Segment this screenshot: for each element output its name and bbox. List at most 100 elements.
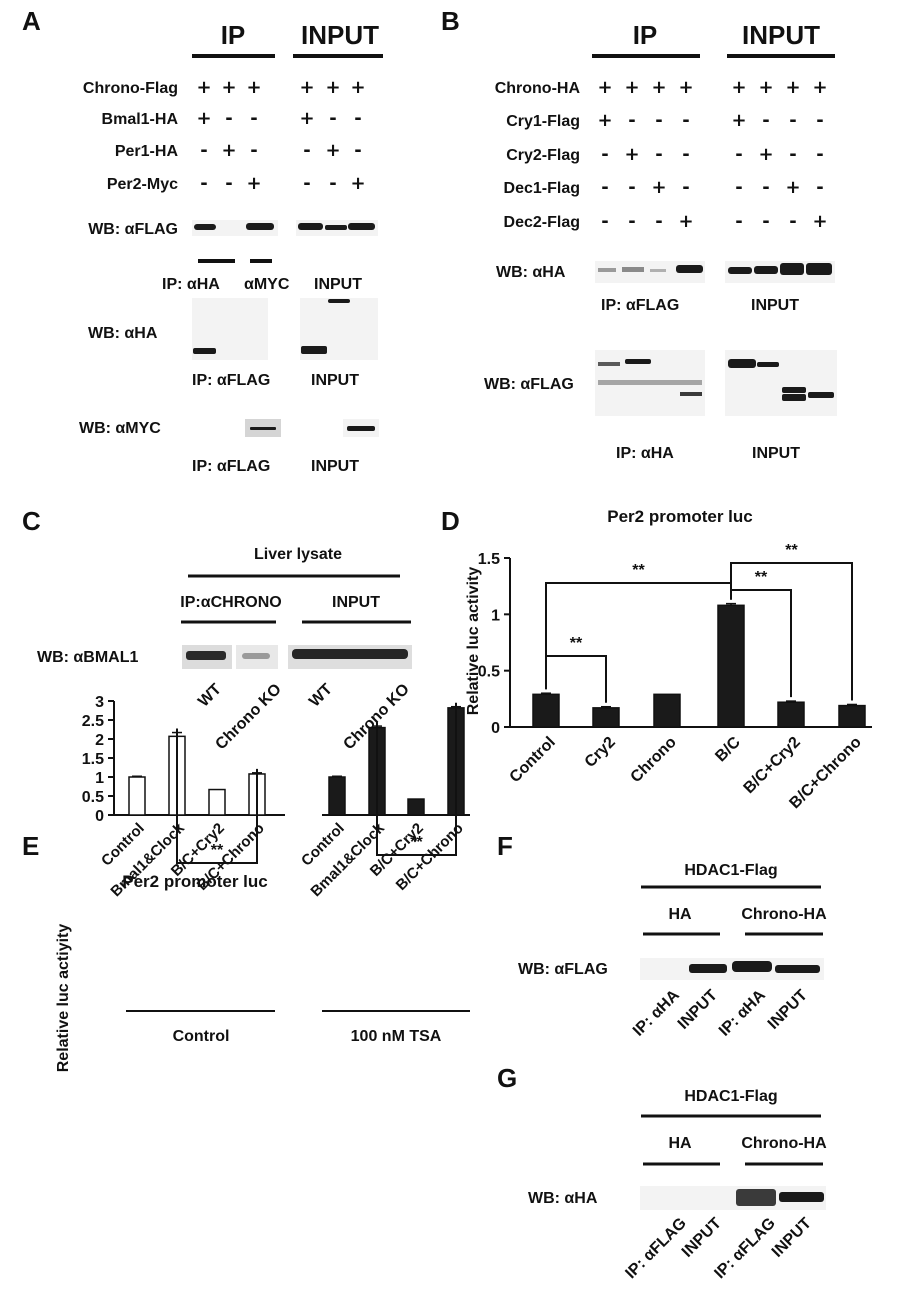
blot-band (732, 961, 772, 972)
bar (407, 798, 425, 816)
minus-mark: - (200, 140, 207, 161)
plus-mark: + (597, 77, 612, 98)
x-tick-label: Control (507, 734, 559, 786)
panel-f-blot (640, 958, 824, 980)
panel-a-ip-header: IP (221, 20, 246, 50)
plus-mark: + (196, 108, 211, 129)
blot-band (194, 224, 216, 230)
blot-band (242, 653, 270, 659)
minus-mark: - (354, 140, 361, 161)
blot-band (757, 362, 779, 367)
blot-band (298, 223, 323, 230)
minus-mark: - (225, 173, 232, 194)
plus-mark: + (731, 77, 746, 98)
minus-mark: - (816, 110, 823, 131)
blot-band (598, 380, 702, 385)
plus-mark: + (325, 77, 340, 98)
bar (532, 693, 560, 728)
panel-a-ip-ha-label: IP: αHA (162, 276, 220, 293)
condition-label: Chrono-Flag (83, 80, 178, 97)
minus-mark: - (601, 144, 608, 165)
minus-mark: - (329, 173, 336, 194)
minus-mark: - (655, 144, 662, 165)
panel-b-condition-rows: Chrono-HA + + + + + + + +Cry1-Flag + - - - + - - -Cry2-F… (495, 77, 828, 232)
panel-g-group1: HA (668, 1135, 692, 1152)
condition-label: Per2-Myc (107, 176, 178, 193)
panel-g-letter: G (497, 1063, 517, 1093)
panel-a-letter: A (22, 6, 41, 36)
blot-band (689, 964, 727, 973)
minus-mark: - (789, 211, 796, 232)
panel-a-input-header: INPUT (301, 20, 379, 50)
panel-a-input1-label: INPUT (314, 276, 362, 293)
plus-mark: + (678, 211, 693, 232)
significance-label: ** (632, 562, 645, 579)
bar (128, 776, 146, 816)
minus-mark: - (200, 173, 207, 194)
minus-mark: - (682, 177, 689, 198)
blot-band (806, 263, 832, 275)
plus-mark: + (651, 177, 666, 198)
minus-mark: - (628, 211, 635, 232)
x-tick-label: Chrono (628, 734, 680, 786)
minus-mark: - (762, 110, 769, 131)
condition-label: Cry2-Flag (506, 147, 580, 164)
y-tick-label: 2 (95, 732, 104, 749)
minus-mark: - (816, 144, 823, 165)
panel-b-ip-header: IP (633, 20, 658, 50)
panel-b-input-header: INPUT (742, 20, 820, 50)
y-tick-label: 3 (95, 694, 104, 711)
plus-mark: + (350, 173, 365, 194)
panel-b-input2-label: INPUT (752, 445, 800, 462)
plus-mark: + (246, 77, 261, 98)
blot-band (598, 362, 620, 366)
y-tick-label: 2.5 (82, 713, 104, 730)
minus-mark: - (735, 144, 742, 165)
minus-mark: - (816, 177, 823, 198)
blot-band (292, 649, 408, 659)
plus-mark: + (785, 77, 800, 98)
minus-mark: - (655, 211, 662, 232)
panel-c-ip-label: IP:αCHRONO (180, 594, 281, 611)
plus-mark: + (299, 77, 314, 98)
panel-d: D Per2 promoter luc Relative luc activit… (441, 506, 872, 812)
plus-mark: + (624, 144, 639, 165)
blot-band (625, 359, 651, 364)
significance-bracket (176, 728, 258, 864)
panel-g-wb-label: WB: αHA (528, 1190, 598, 1207)
blot-band (348, 223, 375, 230)
plus-mark: + (785, 177, 800, 198)
lane-label: WT (306, 681, 336, 711)
panel-c-letter: C (22, 506, 41, 536)
minus-mark: - (682, 110, 689, 131)
panel-a-input2-label: INPUT (311, 372, 359, 389)
blot-band (328, 299, 350, 303)
panel-a: A IP INPUT Chrono-Flag + + + + + +Bmal1-HA + - - +… (22, 6, 383, 475)
minus-mark: - (735, 211, 742, 232)
plus-mark: + (651, 77, 666, 98)
group-label-control: Control (173, 1028, 230, 1045)
panel-f: F HDAC1-Flag HA Chrono-HA WB: αFLAG IP: … (497, 831, 827, 1040)
blot-band (347, 426, 375, 431)
minus-mark: - (303, 140, 310, 161)
minus-mark: - (628, 177, 635, 198)
condition-label: Dec2-Flag (504, 214, 580, 231)
panel-e-letter: E (22, 831, 39, 861)
blot-band (728, 267, 752, 274)
panel-a-input3-label: INPUT (311, 458, 359, 475)
y-tick-label: 1 (95, 770, 104, 787)
significance-label: ** (755, 569, 768, 586)
panel-a-ip-flag1-label: IP: αFLAG (192, 372, 270, 389)
blot-band (754, 266, 778, 274)
minus-mark: - (601, 177, 608, 198)
blot-band (676, 265, 703, 273)
panel-e-ylabel: Relative luc actiyity (55, 924, 72, 1073)
panel-g-group2: Chrono-HA (741, 1135, 827, 1152)
significance-bracket (376, 702, 457, 856)
blot-band (782, 387, 806, 393)
y-tick-label: 0.5 (478, 664, 500, 681)
plus-mark: + (812, 211, 827, 232)
panel-a-wb-ha-label: WB: αHA (88, 325, 158, 342)
x-tick-label: B/C (712, 733, 744, 765)
